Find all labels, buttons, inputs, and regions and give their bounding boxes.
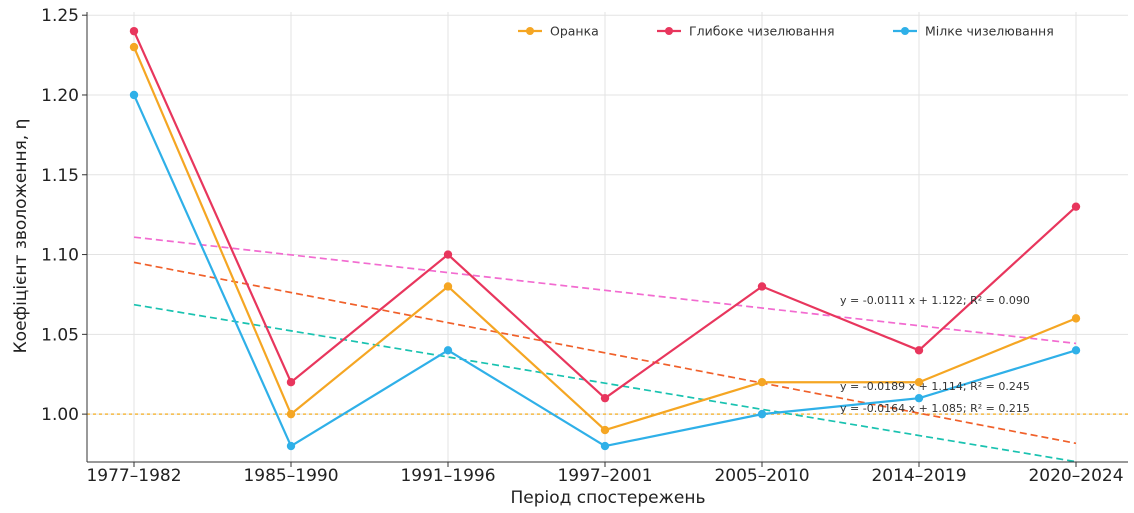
data-point — [286, 378, 296, 387]
y-axis-title: Коефіцієнт зволоження, η — [11, 119, 31, 354]
legend-label-3: Мілке чизелювання — [925, 24, 1054, 39]
data-point — [443, 250, 453, 259]
y-tick-label: 1.25 — [41, 6, 79, 26]
data-point — [600, 393, 610, 403]
series-lines — [129, 26, 1081, 451]
axes — [86, 12, 1128, 463]
data-point — [914, 346, 924, 355]
data-point — [286, 409, 296, 419]
legend-marker-1 — [526, 27, 534, 35]
data-point — [914, 393, 924, 403]
x-axis-title: Період спостережень — [510, 488, 705, 508]
data-point — [129, 90, 139, 100]
x-tick-label: 2020–2024 — [1028, 466, 1123, 486]
x-tick-label: 2014–2019 — [871, 466, 966, 486]
legend-label-1: Оранка — [550, 24, 599, 39]
trend-equations: y = -0.0111 x + 1.122; R² = 0.090 y = -0.… — [840, 294, 1030, 415]
y-tick-label: 1.00 — [41, 405, 79, 425]
y-tick-labels: 1.00 1.05 1.10 1.15 1.20 1.25 — [41, 6, 87, 425]
y-tick-label: 1.20 — [41, 86, 79, 106]
data-point — [443, 346, 453, 355]
data-point — [129, 42, 139, 52]
trend-equation-3: y = -0.0164 x + 1.085; R² = 0.215 — [840, 402, 1030, 415]
trend-equation-2: y = -0.0189 x + 1.114; R² = 0.245 — [840, 380, 1030, 393]
y-tick-label: 1.10 — [41, 246, 79, 266]
y-tick-label: 1.15 — [41, 166, 79, 186]
data-point — [1071, 202, 1081, 211]
x-tick-label: 1977–1982 — [86, 466, 181, 486]
legend: Оранка Глибоке чизелювання Мілке чизелюван… — [518, 24, 1054, 39]
data-point — [1071, 314, 1081, 323]
data-point — [443, 282, 453, 291]
x-tick-label: 1997–2001 — [557, 466, 652, 486]
data-point — [757, 282, 767, 291]
trend-equation-1: y = -0.0111 x + 1.122; R² = 0.090 — [840, 294, 1030, 307]
data-point — [600, 425, 610, 435]
y-tick-label: 1.05 — [41, 325, 79, 345]
trendline-3 — [133, 303, 1077, 463]
x-tick-label: 1991–1996 — [400, 466, 495, 486]
legend-marker-3 — [901, 27, 909, 35]
data-point — [757, 409, 767, 419]
legend-marker-2 — [665, 27, 673, 35]
data-point — [1071, 346, 1081, 355]
data-point — [286, 441, 296, 451]
data-point — [757, 378, 767, 387]
x-tick-label: 1985–1990 — [243, 466, 338, 486]
grid-lines — [87, 12, 1128, 462]
trendline-1 — [133, 236, 1077, 345]
trendlines — [133, 236, 1077, 463]
x-tick-labels: 1977–1982 1985–1990 1991–1996 1997–2001 2005… — [86, 462, 1124, 486]
data-point — [129, 26, 139, 36]
trendline-2 — [133, 261, 1077, 445]
x-tick-label: 2005–2010 — [714, 466, 809, 486]
legend-label-2: Глибоке чизелювання — [689, 24, 835, 39]
data-point — [914, 378, 924, 387]
data-point — [600, 441, 610, 451]
